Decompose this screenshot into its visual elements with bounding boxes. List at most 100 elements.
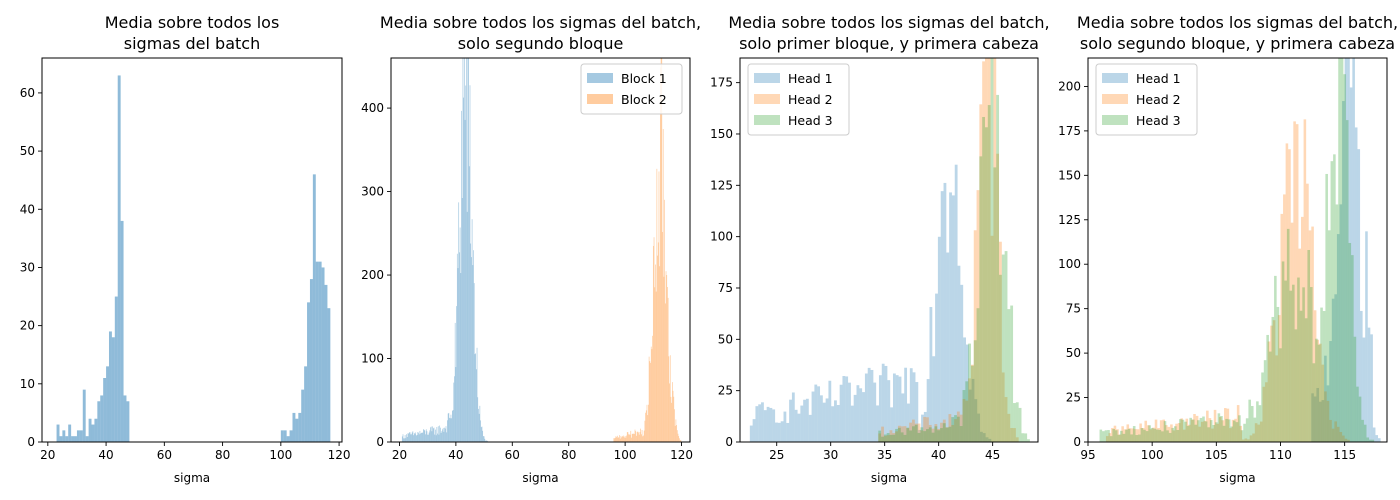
histogram-bar: [956, 411, 960, 442]
histogram-bar: [416, 435, 418, 442]
histogram-bar: [954, 415, 957, 442]
chart-panel-2: 20 40 60 80 100 120 0 100 200 300 400 sigma Media so…: [361, 13, 701, 485]
histogram-bar: [79, 430, 83, 442]
histogram-bar: [1140, 428, 1144, 442]
histogram-bar: [672, 390, 674, 442]
histogram-bar: [1167, 426, 1171, 442]
histogram-bar: [1206, 410, 1209, 442]
histogram-bar: [1358, 396, 1362, 442]
histogram-bar: [763, 410, 767, 442]
histogram-bar: [634, 429, 636, 442]
histogram-bar: [1311, 226, 1314, 442]
histogram-bar: [422, 432, 424, 442]
histogram-bar: [1132, 426, 1136, 442]
histogram-bar: [1344, 438, 1348, 442]
histogram-bar: [805, 398, 809, 442]
histogram-bar: [425, 434, 426, 442]
histogram-bar: [886, 435, 890, 442]
histogram-bar: [1222, 425, 1226, 442]
histogram-bar: [1156, 429, 1159, 442]
histogram-bar: [640, 428, 641, 442]
y-tick-label: 75: [718, 281, 733, 295]
histogram-bar: [459, 252, 460, 442]
histogram-bar: [627, 432, 629, 442]
histogram-bar: [301, 389, 305, 442]
histogram-bar: [418, 434, 420, 442]
histogram-bar: [318, 261, 322, 442]
histogram-bar: [1173, 426, 1177, 442]
x-tick-label: 100: [269, 448, 292, 462]
histogram-bar: [1371, 439, 1375, 442]
histogram-bar: [1310, 287, 1313, 442]
histogram-bar: [1204, 421, 1208, 442]
histogram-bar: [965, 400, 969, 442]
histogram-bar: [622, 436, 624, 442]
histogram-bar: [619, 435, 620, 442]
histogram-bar: [461, 110, 462, 442]
histogram-bar: [468, 166, 470, 442]
histogram-bar: [438, 434, 440, 442]
histogram-bar: [1154, 419, 1158, 442]
histogram-bar: [1144, 420, 1148, 442]
y-tick-label: 0: [27, 435, 35, 449]
histogram-bar: [1369, 439, 1372, 442]
histogram-bar: [1134, 429, 1137, 442]
histogram-bar: [1250, 406, 1254, 442]
histogram-bar: [621, 435, 623, 442]
histogram-bar: [460, 273, 462, 442]
histogram-bar: [977, 413, 981, 442]
histogram-bar: [1365, 231, 1368, 442]
histogram-bar: [449, 417, 450, 442]
histogram-bar: [417, 432, 419, 442]
histogram-bar: [1224, 408, 1227, 442]
histogram-bar: [626, 435, 627, 442]
histogram-bar: [442, 427, 444, 442]
histogram-bar: [1349, 87, 1353, 442]
histogram-bar: [1304, 318, 1308, 442]
chart-panel-3: 25 30 35 40 45 0 25 50 75 100 125 150 175 sigma Media …: [710, 13, 1050, 485]
histogram-bar: [1343, 74, 1346, 442]
histogram-bar: [934, 426, 938, 442]
histogram-bar: [657, 255, 658, 442]
histogram-bar: [886, 433, 890, 442]
histogram-bar: [472, 265, 474, 442]
histogram-bar: [117, 75, 121, 442]
histogram-bar: [624, 437, 625, 442]
histogram-bar: [918, 429, 922, 442]
histogram-bar: [926, 379, 930, 442]
histogram-bar: [839, 384, 843, 442]
histogram-bar: [1303, 119, 1307, 442]
histogram-bar: [820, 395, 823, 442]
histogram-bar: [629, 434, 630, 442]
histogram-bar: [1105, 436, 1109, 442]
histogram-bar: [1191, 419, 1195, 442]
histogram-bar: [321, 267, 325, 442]
histogram-bar: [618, 437, 620, 442]
histogram-bar: [1220, 416, 1223, 442]
histogram-bar: [892, 432, 896, 442]
x-tick-label: 100: [614, 448, 637, 462]
histogram-bar: [1333, 154, 1336, 442]
histogram-bar: [661, 58, 663, 442]
histogram-bar: [1321, 364, 1325, 442]
histogram-bar: [931, 428, 935, 442]
histogram-bar: [1001, 254, 1005, 442]
histogram-bar: [758, 404, 762, 442]
histogram-bar: [811, 391, 815, 442]
histogram-bar: [1200, 421, 1204, 442]
histogram-bar: [956, 416, 960, 442]
histogram-bar: [436, 426, 438, 442]
histogram-bar: [1268, 351, 1272, 442]
y-tick-label: 125: [1058, 213, 1081, 227]
histogram-bar: [1375, 435, 1379, 442]
histogram-bar: [123, 395, 127, 442]
histogram-bar: [935, 293, 938, 442]
histogram-bar: [1330, 161, 1334, 442]
histogram-bar: [418, 432, 419, 442]
histogram-bar: [471, 257, 472, 442]
histogram-bar: [74, 436, 77, 442]
histogram-bar: [1324, 355, 1327, 442]
histogram-bar: [410, 434, 412, 442]
y-tick-label: 30: [20, 260, 35, 274]
histogram-bar: [907, 403, 910, 442]
